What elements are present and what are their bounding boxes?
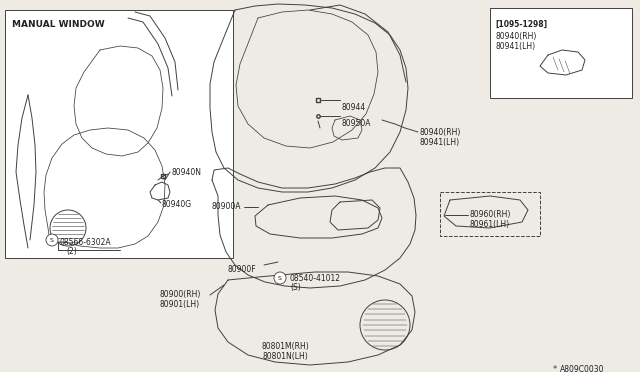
Text: 80900F: 80900F <box>228 265 257 274</box>
Text: 08540-41012: 08540-41012 <box>290 274 341 283</box>
Bar <box>440 192 540 236</box>
Text: 80961(LH): 80961(LH) <box>470 220 510 229</box>
Text: 80801M(RH): 80801M(RH) <box>261 342 309 351</box>
Text: 80940N: 80940N <box>172 168 202 177</box>
Circle shape <box>46 234 58 246</box>
Text: S: S <box>50 237 54 243</box>
Text: 80901(LH): 80901(LH) <box>160 300 200 309</box>
Text: *: * <box>553 365 557 372</box>
Text: 80900(RH): 80900(RH) <box>160 290 202 299</box>
Text: 80950A: 80950A <box>342 119 371 128</box>
Circle shape <box>274 272 286 284</box>
Bar <box>5 10 233 258</box>
Text: 80944: 80944 <box>342 103 366 112</box>
Text: 80940(RH): 80940(RH) <box>495 32 536 41</box>
Text: A809C0030: A809C0030 <box>560 365 605 372</box>
Text: 80940G: 80940G <box>162 200 192 209</box>
Text: 80940(RH): 80940(RH) <box>420 128 461 137</box>
Text: 80960(RH): 80960(RH) <box>470 210 511 219</box>
Text: 80941(LH): 80941(LH) <box>495 42 535 51</box>
Text: 80801N(LH): 80801N(LH) <box>262 352 308 361</box>
Text: (2): (2) <box>66 247 77 256</box>
Text: [1095-1298]: [1095-1298] <box>495 20 547 29</box>
Bar <box>490 8 632 98</box>
Text: MANUAL WINDOW: MANUAL WINDOW <box>12 20 104 29</box>
Text: 80900A: 80900A <box>212 202 241 211</box>
Text: S: S <box>278 276 282 280</box>
Text: 08566-6302A: 08566-6302A <box>60 238 111 247</box>
Text: (S): (S) <box>290 283 301 292</box>
Text: 80941(LH): 80941(LH) <box>420 138 460 147</box>
